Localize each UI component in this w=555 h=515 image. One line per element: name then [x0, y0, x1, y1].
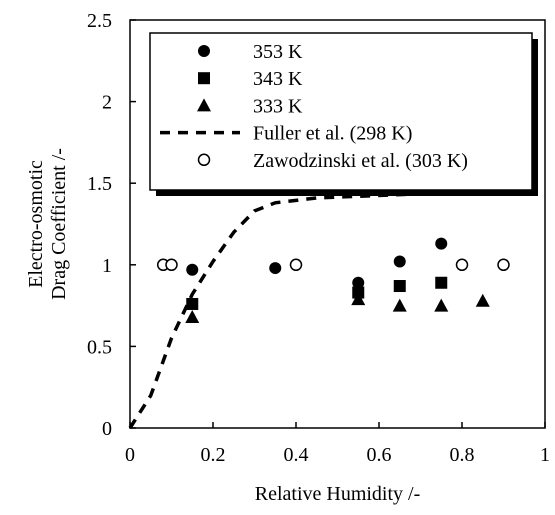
series-5-group — [156, 258, 510, 272]
y-tick-label: 1 — [102, 255, 112, 277]
data-point — [455, 258, 469, 272]
data-point — [186, 297, 199, 310]
data-point — [435, 276, 448, 289]
y-tick-label: 2 — [102, 92, 112, 114]
y-tick-label: 1.5 — [87, 173, 112, 195]
legend-symbol — [197, 153, 211, 167]
data-point — [434, 298, 449, 312]
y-axis-title-line-1: Electro-osmotic — [25, 160, 47, 288]
x-axis-title: Relative Humidity /- — [255, 483, 421, 505]
data-point — [289, 258, 303, 272]
data-point — [392, 298, 407, 312]
legend-symbol — [198, 72, 210, 85]
series-2-group — [186, 276, 448, 310]
data-point — [186, 263, 199, 276]
x-tick-label: 0.2 — [201, 444, 226, 466]
legend-label: 353 K — [253, 41, 303, 63]
data-point — [165, 258, 178, 272]
y-axis-title-line-2: Drag Coefficient /- — [48, 148, 70, 300]
legend-symbol — [197, 98, 211, 112]
legend-label: Zawodzinski et al. (303 K) — [253, 150, 468, 172]
data-point — [351, 292, 366, 306]
data-point — [497, 258, 510, 272]
x-tick-label: 0.6 — [367, 444, 392, 466]
x-tick-label: 0.4 — [284, 444, 309, 466]
series-3-group — [185, 292, 490, 324]
y-tick-label: 2.5 — [87, 10, 112, 32]
data-point — [185, 310, 200, 324]
data-point — [475, 293, 490, 307]
y-tick-label: 0.5 — [87, 336, 112, 358]
data-point — [352, 276, 365, 289]
legend-symbol — [198, 45, 210, 57]
plot-area-frame — [129, 19, 546, 429]
x-tick-label: 0 — [125, 444, 135, 466]
x-tick-label: 0.8 — [450, 444, 475, 466]
legend-box — [149, 32, 533, 191]
series-line-fuller — [128, 184, 496, 429]
data-point — [393, 255, 406, 268]
x-tick-label: 1 — [540, 444, 550, 466]
legend-label: 333 K — [253, 95, 303, 117]
data-point — [393, 280, 406, 293]
data-point — [269, 262, 282, 275]
legend-label: Fuller et al. (298 K) — [253, 123, 412, 145]
legend-label: 343 K — [253, 68, 303, 90]
series-4-group — [128, 184, 496, 429]
y-tick-label: 0 — [102, 418, 112, 440]
series-1-group — [186, 237, 448, 289]
data-point — [435, 237, 448, 250]
